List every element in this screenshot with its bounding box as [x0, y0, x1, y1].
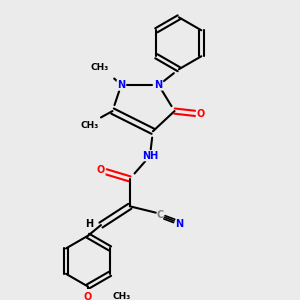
Text: N: N: [175, 219, 183, 229]
Text: O: O: [196, 109, 205, 119]
Text: H: H: [85, 219, 93, 229]
Text: NH: NH: [142, 151, 158, 161]
Text: N: N: [117, 80, 125, 90]
Text: C: C: [157, 210, 164, 220]
Text: O: O: [84, 292, 92, 300]
Text: CH₃: CH₃: [112, 292, 131, 300]
Text: N: N: [154, 80, 163, 90]
Text: O: O: [97, 165, 105, 175]
Text: CH₃: CH₃: [90, 63, 109, 72]
Text: CH₃: CH₃: [80, 121, 98, 130]
